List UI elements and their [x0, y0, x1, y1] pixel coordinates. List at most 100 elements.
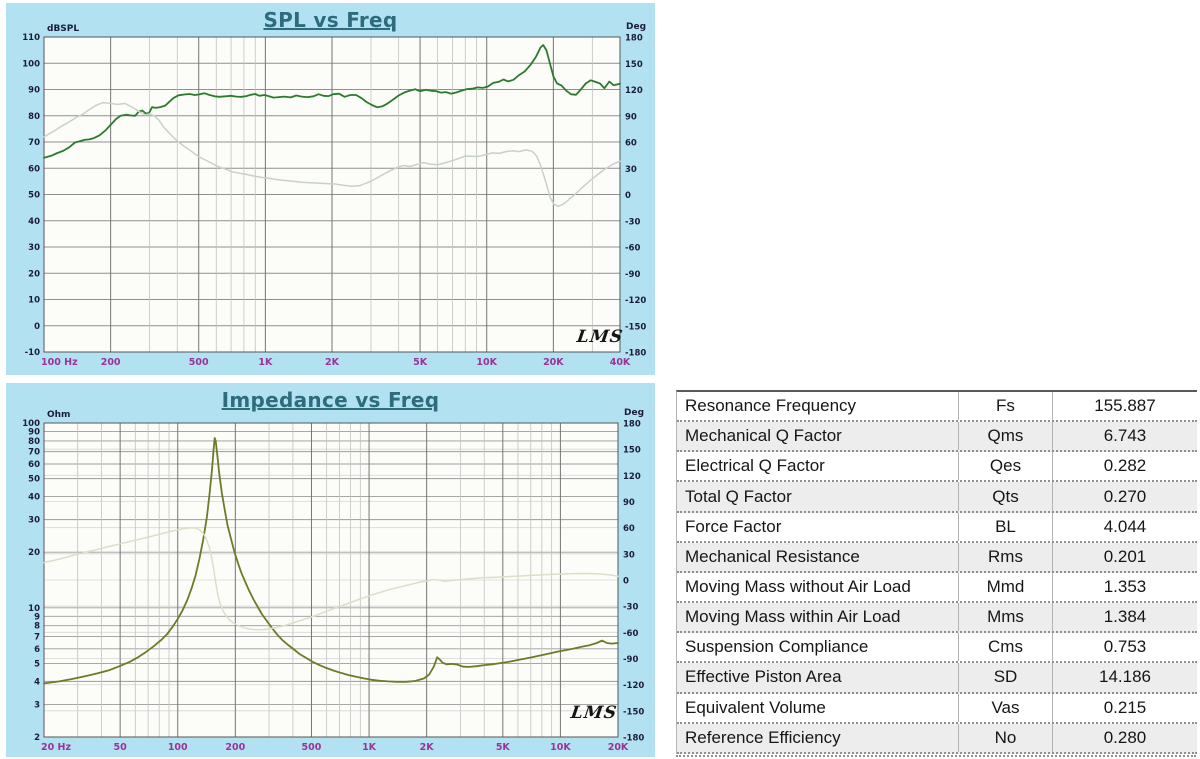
right-tick-label: 180: [625, 34, 643, 44]
left-tick-label: 10: [28, 604, 40, 614]
x-tick-label: 40K: [610, 357, 631, 368]
right-tick-label: 180: [623, 420, 641, 430]
impedance-chart-title-text: Impedance vs Freq: [221, 388, 440, 412]
table-row: Suspension Compliance Cms 0.753: [677, 633, 1197, 664]
parameter-symbol-cell: Qms: [958, 422, 1053, 451]
left-tick-label: 3: [34, 700, 40, 710]
parameter-symbol-cell: Cms: [958, 633, 1053, 662]
x-tick-label: 500: [189, 357, 209, 368]
right-tick-label: 120: [623, 472, 641, 482]
x-tick-label: 5K: [413, 357, 428, 368]
right-tick-label: -60: [623, 629, 638, 639]
right-tick-label: -90: [625, 270, 640, 280]
x-tick-label: 1K: [362, 742, 377, 753]
parameter-symbol-cell: Mmd: [958, 572, 1053, 602]
left-tick-label: 70: [28, 138, 40, 148]
table-row: Total Q Factor Qts 0.270: [677, 482, 1197, 513]
right-tick-label: -30: [623, 603, 638, 613]
parameter-symbol-cell: Qes: [958, 452, 1053, 481]
x-tick-label: 500: [302, 742, 322, 753]
x-tick-label: 100: [168, 742, 188, 753]
right-tick-label: 150: [625, 60, 643, 70]
table-row: Electrical Q Factor Qes 0.282: [677, 452, 1197, 483]
spl-curve: [43, 44, 621, 159]
left-tick-label: 50: [28, 475, 40, 485]
x-tick-label: 10K: [550, 742, 571, 753]
parameter-symbol-cell: BL: [958, 512, 1053, 541]
right-tick-label: 120: [625, 86, 643, 96]
left-tick-label: 40: [28, 493, 40, 503]
parameter-value-cell: 0.282: [1103, 456, 1147, 476]
right-tick-label: -180: [623, 734, 644, 744]
table-row: Moving Mass within Air Load Mms 1.384: [677, 603, 1197, 634]
spl-chart-panel: dBSPL Deg 110 100 90 80 70 60 50 40 30 20 10 0 -10 180 1…: [6, 3, 655, 375]
left-tick-label: 5: [34, 659, 40, 669]
right-tick-label: -120: [623, 681, 644, 691]
parameter-value-cell: 0.270: [1103, 486, 1147, 506]
x-tick-label: 200: [225, 742, 245, 753]
left-tick-label: 20: [28, 269, 40, 279]
plot-border: [43, 36, 621, 353]
left-tick-label: 6: [34, 645, 40, 655]
table-row: Resonance Frequency Fs 155.887: [677, 392, 1197, 423]
parameter-symbol-cell: Qts: [958, 482, 1053, 511]
phase-curve: [43, 526, 619, 631]
parameter-value-cell: 1.384: [1103, 607, 1147, 627]
right-tick-label: -150: [623, 707, 644, 717]
x-tick-label: 2K: [420, 742, 435, 753]
x-tick-label: 1K: [258, 357, 273, 368]
table-row: Mechanical Q Factor Qms 6.743: [677, 422, 1197, 453]
left-tick-label: 80: [28, 437, 40, 447]
parameter-name-cell: Mechanical Resistance: [685, 546, 860, 566]
left-tick-label: 40: [28, 217, 40, 227]
left-tick-label: 60: [28, 164, 40, 174]
left-tick-label: 2: [34, 733, 40, 743]
left-tick-label: 8: [34, 622, 40, 632]
x-tick-label: 200: [101, 357, 121, 368]
table-row: Mechanical Resistance Rms 0.201: [677, 542, 1197, 573]
impedance-chart-title: Impedance vs Freq: [6, 388, 655, 412]
left-tick-label: -10: [25, 348, 40, 358]
left-tick-label: 60: [28, 460, 40, 470]
left-tick-label: 7: [34, 632, 40, 642]
parameter-symbol-cell: Mms: [958, 603, 1053, 632]
x-tick-label: 2K: [325, 357, 340, 368]
parameter-name-cell: Resonance Frequency: [685, 396, 857, 416]
table-row: Reference Efficiency No 0.280: [677, 723, 1197, 754]
x-tick-label: 20 Hz: [41, 742, 71, 753]
parameter-value-cell: 0.753: [1103, 637, 1147, 657]
table-row: Equivalent Volume Vas 0.215: [677, 693, 1197, 724]
right-tick-label: 90: [625, 112, 637, 122]
parameter-symbol-cell: Fs: [958, 392, 1053, 421]
right-tick-label: -30: [625, 217, 640, 227]
right-axis-label: Deg: [624, 408, 644, 418]
x-tick-label: 50: [114, 742, 128, 753]
impedance-curve: [43, 437, 619, 685]
left-axis-label: dBSPL: [47, 24, 79, 34]
right-tick-label: 0: [625, 191, 631, 201]
spl-chart-title: SPL vs Freq: [6, 8, 655, 32]
phase-curve: [43, 101, 621, 208]
parameter-symbol-cell: SD: [958, 663, 1053, 692]
lms-logo: LMS: [575, 327, 625, 347]
parameter-name-cell: Total Q Factor: [685, 486, 792, 506]
parameter-name-cell: Moving Mass without Air Load: [685, 577, 911, 597]
right-tick-label: 60: [625, 139, 637, 149]
table-bottom-divider: [676, 755, 1196, 757]
table-row: Effective Piston Area SD 14.186: [677, 663, 1197, 694]
left-tick-label: 30: [28, 516, 40, 526]
parameter-name-cell: Moving Mass within Air Load: [685, 607, 901, 627]
spl-chart-title-text: SPL vs Freq: [263, 8, 398, 32]
table-row: Force Factor BL 4.044: [677, 512, 1197, 543]
table-row: Moving Mass without Air Load Mmd 1.353: [677, 572, 1197, 604]
right-tick-label: 150: [623, 446, 641, 456]
parameter-name-cell: Reference Efficiency: [685, 727, 841, 747]
left-tick-label: 100: [22, 419, 40, 429]
plot-border: [43, 422, 619, 738]
right-tick-label: -180: [625, 349, 646, 359]
parameter-value-cell: 0.215: [1103, 697, 1147, 717]
left-axis-label: Ohm: [47, 410, 70, 420]
left-tick-label: 10: [28, 296, 40, 306]
parameter-value-cell: 1.353: [1103, 577, 1147, 597]
parameter-value-cell: 0.280: [1103, 727, 1147, 747]
